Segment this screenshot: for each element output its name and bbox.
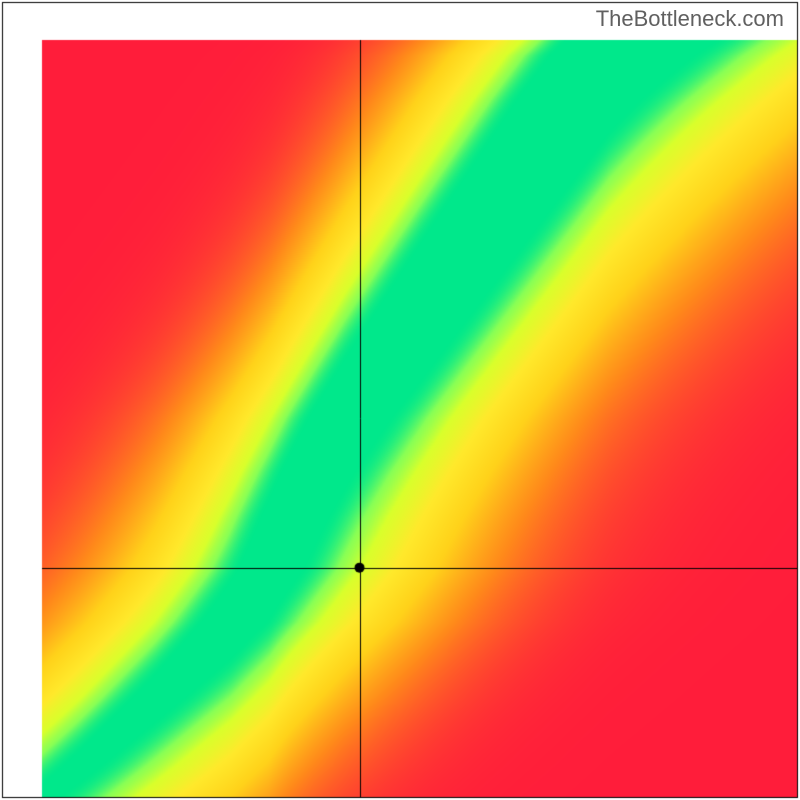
- bottleneck-heatmap-canvas: [0, 0, 800, 800]
- bottleneck-heatmap-container: TheBottleneck.com: [0, 0, 800, 800]
- watermark-text: TheBottleneck.com: [596, 6, 784, 32]
